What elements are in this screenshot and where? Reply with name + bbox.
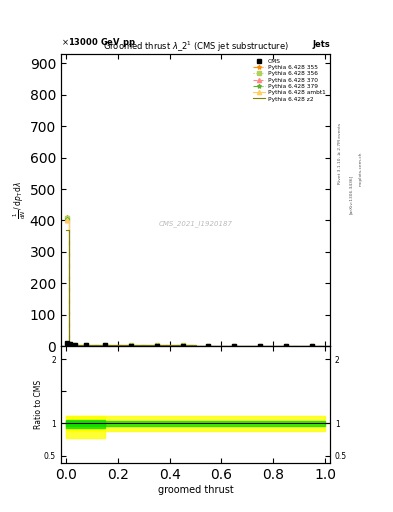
Text: Jets: Jets [312, 39, 330, 49]
Title: Groomed thrust $\lambda\_2^1$ (CMS jet substructure): Groomed thrust $\lambda\_2^1$ (CMS jet s… [103, 39, 288, 54]
Text: $\times$13000 GeV pp: $\times$13000 GeV pp [61, 36, 136, 49]
Legend: CMS, Pythia 6.428 355, Pythia 6.428 356, Pythia 6.428 370, Pythia 6.428 379, Pyt: CMS, Pythia 6.428 355, Pythia 6.428 356,… [251, 57, 327, 103]
Y-axis label: Ratio to CMS: Ratio to CMS [33, 380, 42, 430]
Y-axis label: $\frac{1}{\mathrm{d}N}\,/\,\mathrm{d}p_{\mathrm{T}}\,\mathrm{d}\lambda$: $\frac{1}{\mathrm{d}N}\,/\,\mathrm{d}p_{… [12, 181, 28, 219]
Text: mcplots.cern.ch: mcplots.cern.ch [359, 152, 363, 186]
Text: Rivet 3.1.10, ≥ 2.7M events: Rivet 3.1.10, ≥ 2.7M events [338, 123, 342, 184]
X-axis label: groomed thrust: groomed thrust [158, 485, 233, 495]
Text: CMS_2021_I1920187: CMS_2021_I1920187 [158, 220, 233, 227]
Text: [arXiv:1306.3436]: [arXiv:1306.3436] [349, 175, 353, 214]
